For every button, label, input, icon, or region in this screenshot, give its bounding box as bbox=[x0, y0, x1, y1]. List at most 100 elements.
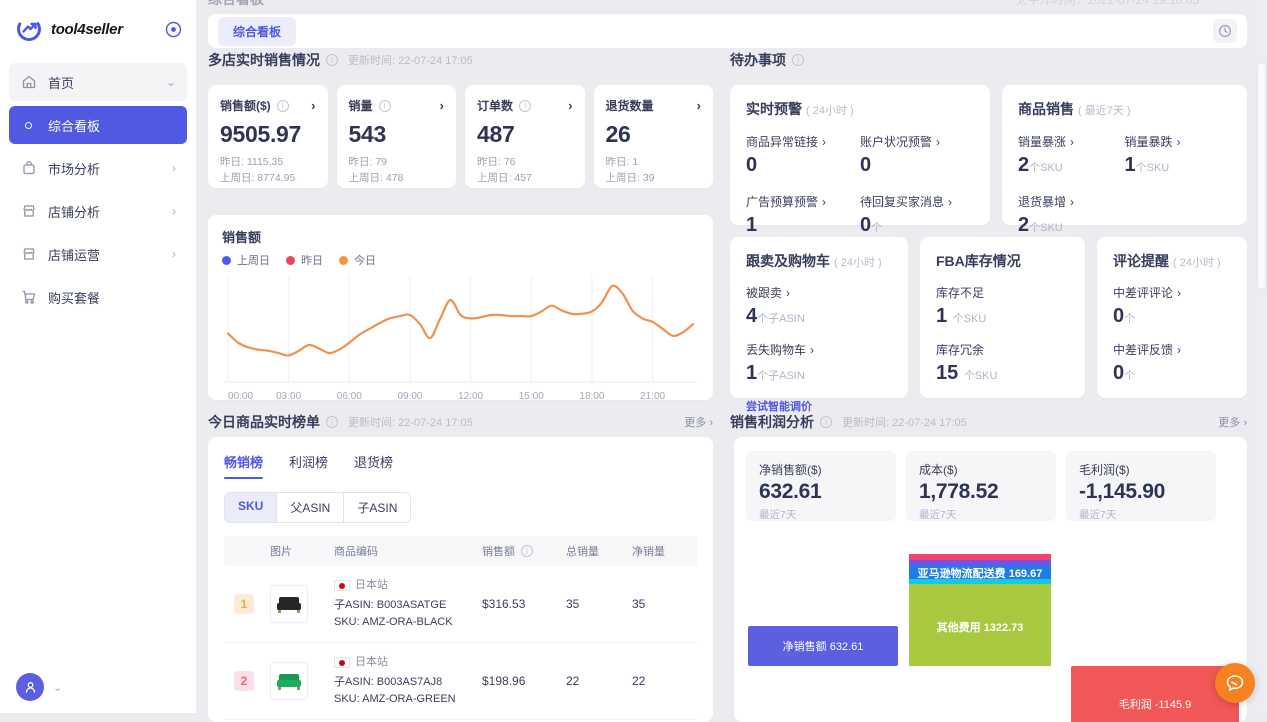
chevron-right-icon bbox=[786, 286, 790, 300]
tab-profit[interactable]: 利润榜 bbox=[289, 455, 329, 470]
todo-item-link[interactable]: 丢失购物车 bbox=[746, 341, 892, 358]
stat-card-returns[interactable]: 退货数量 26 昨日: 1 上周日: 39 bbox=[593, 85, 713, 188]
todo-item-negative-feedback: 中差评反馈 0个 bbox=[1113, 341, 1231, 385]
legend-dot bbox=[286, 255, 295, 265]
card-period: ( 24小时 ) bbox=[834, 257, 882, 269]
section-title: 多店实时销售情况 bbox=[208, 52, 320, 68]
todo-item-link[interactable]: 广告预算预警 bbox=[746, 193, 860, 210]
segment-parent-asin[interactable]: 父ASIN bbox=[276, 493, 344, 522]
info-icon[interactable] bbox=[820, 416, 832, 428]
todo-item-link[interactable]: 销量暴涨 bbox=[1018, 133, 1125, 150]
waterfall-bar-net-sales[interactable]: 净销售额 632.61 bbox=[748, 626, 898, 666]
todo-item-link[interactable]: 中差评反馈 bbox=[1113, 341, 1231, 358]
info-icon[interactable] bbox=[519, 99, 532, 112]
chevron-right-icon[interactable] bbox=[697, 98, 701, 113]
sidebar-item-purchase-plan[interactable]: 购买套餐 bbox=[9, 278, 187, 316]
waterfall-segment-fba-fee[interactable] bbox=[909, 565, 1051, 579]
todo-item-returns-surge: 退货暴增 2个SKU bbox=[1018, 193, 1125, 237]
sidebar-collapse-icon[interactable] bbox=[165, 21, 182, 38]
row-sales: $316.53 bbox=[482, 597, 526, 612]
info-icon[interactable] bbox=[326, 416, 338, 428]
section-header-sales: 多店实时销售情况 更新时间: 22-07-24 17:05 bbox=[208, 50, 713, 70]
stat-yesterday: 昨日: 79 bbox=[348, 156, 388, 168]
mini-card-net-sales: 净销售额($) 632.61 最近7天 bbox=[746, 451, 896, 521]
waterfall-bar-gross-profit[interactable]: 毛利润 -1145.9 bbox=[1071, 666, 1239, 722]
info-icon[interactable] bbox=[521, 545, 533, 557]
chevron-right-icon bbox=[810, 343, 814, 357]
section-header-ranking: 今日商品实时榜单 更新时间: 22-07-24 17:05 更多 bbox=[208, 412, 713, 432]
todo-item-link[interactable]: 被跟卖 bbox=[746, 284, 892, 301]
todo-item-link[interactable]: 退货暴增 bbox=[1018, 193, 1125, 210]
sidebar-item-dashboard[interactable]: 综合看板 bbox=[9, 106, 187, 144]
chevron-right-icon[interactable] bbox=[568, 98, 572, 113]
bar-label: 净销售额 632.61 bbox=[782, 641, 864, 653]
table-row[interactable]: 2 日本站 子ASIN: B003AS7AJ8 SKU: AMZ-ORA-GRE… bbox=[224, 643, 697, 721]
card-title: 商品销售 bbox=[1018, 101, 1074, 117]
todo-item-link[interactable]: 账户状况预警 bbox=[860, 133, 974, 150]
sidebar-item-market-analysis[interactable]: 市场分析 › bbox=[9, 149, 187, 187]
chart-legend: 上周日 昨日 今日 bbox=[222, 252, 699, 268]
stat-card-sales[interactable]: 销售额($) 9505.97 昨日: 1115.35 上周日: 8774.95 bbox=[208, 85, 328, 188]
todo-item-ad-budget: 广告预算预警 1 bbox=[746, 193, 860, 237]
profit-more-link[interactable]: 更多 bbox=[1218, 414, 1247, 430]
bar-label-other-fees: 其他费用 1322.73 bbox=[936, 622, 1024, 634]
todo-item-hijacked: 被跟卖 4个子ASIN bbox=[746, 284, 892, 328]
todo-item-link[interactable]: 销量暴跌 bbox=[1125, 133, 1232, 150]
vertical-scrollbar[interactable] bbox=[1256, 0, 1267, 713]
info-icon[interactable] bbox=[276, 99, 289, 112]
stat-yesterday: 昨日: 1 bbox=[605, 156, 639, 168]
todo-item-value: 0 bbox=[1113, 305, 1125, 327]
svg-text:21:00: 21:00 bbox=[640, 391, 665, 402]
info-icon[interactable] bbox=[378, 99, 391, 112]
chevron-right-icon: › bbox=[172, 204, 176, 218]
waterfall-segment-violet[interactable] bbox=[909, 560, 1051, 565]
svg-text:03:00: 03:00 bbox=[276, 391, 301, 402]
todo-item-value: 1 bbox=[746, 214, 758, 236]
chevron-right-icon[interactable] bbox=[440, 98, 444, 113]
table-row[interactable]: 1 日本站 子ASIN: B003ASATGE SKU: AMZ-ORA-BLA… bbox=[224, 566, 697, 644]
sidebar-item-label: 首页 bbox=[48, 75, 75, 91]
todo-item-link[interactable]: 中差评评论 bbox=[1113, 284, 1231, 301]
scrollbar-thumb[interactable] bbox=[1257, 62, 1266, 290]
legend-last-sunday[interactable]: 上周日 bbox=[222, 252, 270, 268]
bag-icon bbox=[20, 160, 37, 177]
sidebar-item-label: 店铺分析 bbox=[48, 204, 101, 220]
row-total-units: 35 bbox=[566, 597, 580, 612]
waterfall-segment-other-fees[interactable] bbox=[909, 584, 1051, 666]
sidebar-item-shop-operations[interactable]: 店铺运营 › bbox=[9, 235, 187, 273]
pacific-time-label: 太平洋时间：2022-07-24 19:16:05 bbox=[1015, 0, 1199, 7]
segment-child-asin[interactable]: 子ASIN bbox=[343, 493, 411, 522]
smart-repricing-link[interactable]: 尝试智能调价 bbox=[746, 401, 812, 413]
sidebar-item-home[interactable]: 首页 ⌄ bbox=[9, 63, 187, 101]
legend-dot bbox=[222, 255, 231, 265]
todo-item-link[interactable]: 商品异常链接 bbox=[746, 133, 860, 150]
chevron-right-icon bbox=[1177, 343, 1181, 357]
stat-card-orders[interactable]: 订单数 487 昨日: 76 上周日: 457 bbox=[465, 85, 585, 188]
history-clock-button[interactable] bbox=[1213, 19, 1237, 43]
user-account-menu[interactable]: ⌄ bbox=[16, 673, 62, 701]
ranking-more-link[interactable]: 更多 bbox=[684, 414, 713, 430]
tab-dashboard[interactable]: 综合看板 bbox=[218, 16, 297, 46]
info-icon[interactable] bbox=[326, 54, 338, 66]
tab-best-sellers[interactable]: 畅销榜 bbox=[224, 452, 264, 479]
chat-support-button[interactable] bbox=[1215, 663, 1255, 703]
todo-item-value: 0 bbox=[746, 154, 758, 176]
chevron-right-icon[interactable] bbox=[311, 98, 315, 113]
waterfall-segment-cyan[interactable] bbox=[909, 579, 1051, 584]
legend-today[interactable]: 今日 bbox=[339, 252, 376, 268]
sidebar-item-shop-analysis[interactable]: 店铺分析 › bbox=[9, 192, 187, 230]
chevron-right-icon bbox=[936, 135, 940, 149]
row-total-units: 22 bbox=[566, 674, 580, 689]
todo-item-excess-stock: 库存冗余 15 个SKU bbox=[936, 341, 1069, 385]
info-icon[interactable] bbox=[792, 54, 804, 66]
stat-card-units[interactable]: 销量 543 昨日: 79 上周日: 478 bbox=[336, 85, 456, 188]
todo-item-link[interactable]: 待回复买家消息 bbox=[860, 193, 974, 210]
stat-yesterday: 昨日: 76 bbox=[477, 156, 516, 168]
waterfall-segment-pink[interactable] bbox=[909, 554, 1051, 560]
legend-yesterday[interactable]: 昨日 bbox=[286, 252, 323, 268]
tab-returns[interactable]: 退货榜 bbox=[354, 455, 394, 470]
row-net-units: 35 bbox=[632, 597, 646, 612]
child-asin: 子ASIN: B003ASATGE bbox=[334, 599, 447, 612]
col-net: 净销量 bbox=[632, 546, 665, 558]
segment-sku[interactable]: SKU bbox=[225, 493, 277, 522]
